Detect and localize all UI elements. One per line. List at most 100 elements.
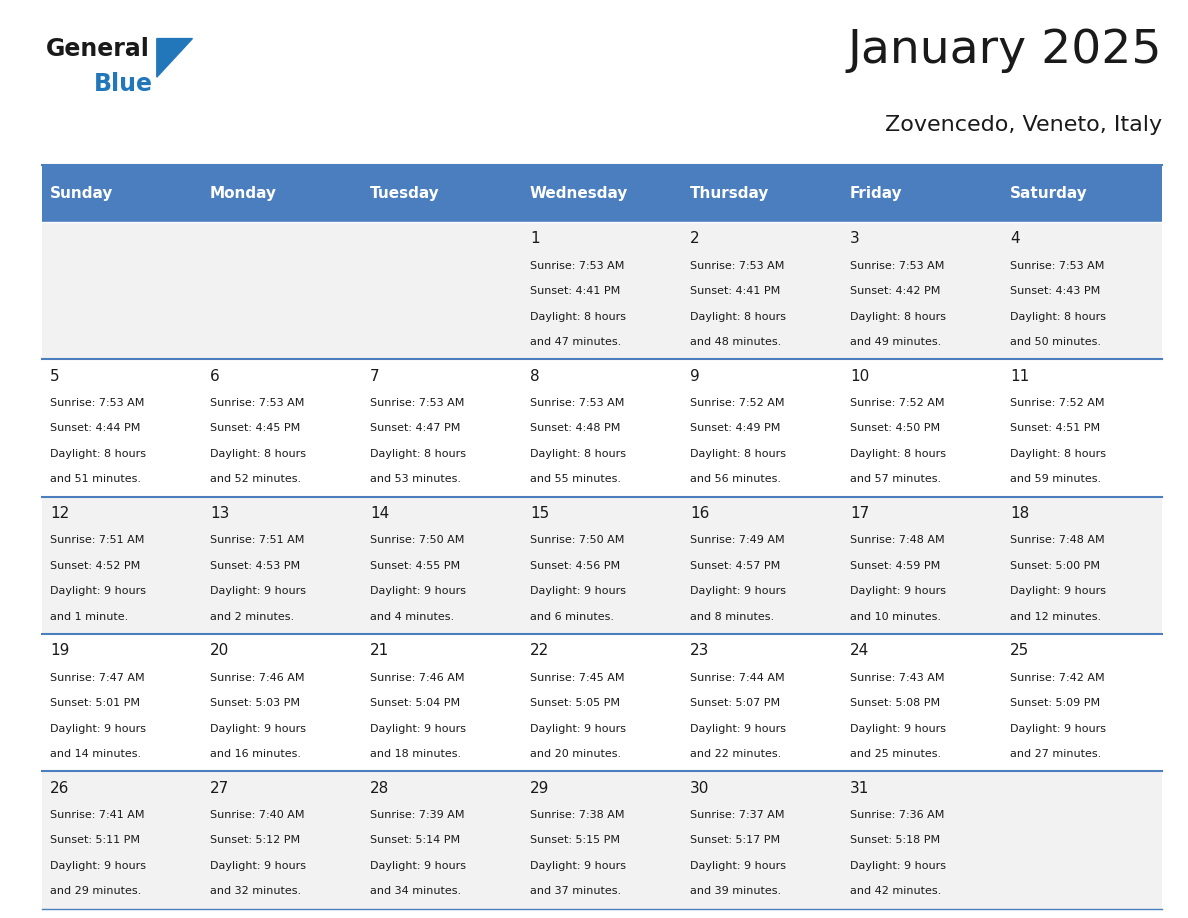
Text: 28: 28: [369, 780, 390, 796]
Text: Sunset: 4:56 PM: Sunset: 4:56 PM: [530, 561, 620, 571]
Text: and 20 minutes.: and 20 minutes.: [530, 749, 621, 759]
Text: Sunrise: 7:41 AM: Sunrise: 7:41 AM: [50, 810, 145, 820]
Text: and 4 minutes.: and 4 minutes.: [369, 611, 454, 621]
Text: Sunrise: 7:50 AM: Sunrise: 7:50 AM: [369, 535, 465, 545]
Text: Sunrise: 7:46 AM: Sunrise: 7:46 AM: [210, 673, 304, 683]
Bar: [682, 165, 842, 222]
Bar: [842, 165, 1001, 222]
Text: 31: 31: [851, 780, 870, 796]
Bar: [361, 634, 522, 771]
Text: Sunset: 4:44 PM: Sunset: 4:44 PM: [50, 423, 140, 433]
Text: and 57 minutes.: and 57 minutes.: [851, 475, 941, 485]
Text: and 12 minutes.: and 12 minutes.: [1010, 611, 1101, 621]
Text: 16: 16: [690, 506, 709, 521]
Text: Daylight: 9 hours: Daylight: 9 hours: [530, 587, 626, 596]
Text: Sunrise: 7:53 AM: Sunrise: 7:53 AM: [690, 261, 784, 271]
Text: Daylight: 8 hours: Daylight: 8 hours: [690, 449, 786, 459]
Text: and 59 minutes.: and 59 minutes.: [1010, 475, 1101, 485]
Text: Sunset: 4:50 PM: Sunset: 4:50 PM: [851, 423, 940, 433]
Text: Daylight: 9 hours: Daylight: 9 hours: [210, 861, 307, 871]
Text: and 34 minutes.: and 34 minutes.: [369, 886, 461, 896]
Text: and 14 minutes.: and 14 minutes.: [50, 749, 141, 759]
Text: and 8 minutes.: and 8 minutes.: [690, 611, 775, 621]
Bar: [522, 222, 682, 360]
Text: Sunrise: 7:36 AM: Sunrise: 7:36 AM: [851, 810, 944, 820]
Text: Sunset: 5:03 PM: Sunset: 5:03 PM: [210, 698, 299, 708]
Text: Friday: Friday: [851, 186, 903, 201]
Text: 6: 6: [210, 369, 220, 384]
Text: Daylight: 9 hours: Daylight: 9 hours: [50, 587, 146, 596]
Text: Sunrise: 7:48 AM: Sunrise: 7:48 AM: [1010, 535, 1105, 545]
Bar: [682, 222, 842, 360]
Text: 1: 1: [530, 231, 539, 246]
Bar: [842, 771, 1001, 909]
Bar: [1001, 771, 1162, 909]
Text: Sunset: 4:45 PM: Sunset: 4:45 PM: [210, 423, 301, 433]
Bar: [1001, 360, 1162, 497]
Text: 14: 14: [369, 506, 390, 521]
Text: Sunset: 4:52 PM: Sunset: 4:52 PM: [50, 561, 140, 571]
Text: Sunset: 5:09 PM: Sunset: 5:09 PM: [1010, 698, 1100, 708]
Bar: [522, 634, 682, 771]
Text: Sunrise: 7:40 AM: Sunrise: 7:40 AM: [210, 810, 304, 820]
Text: Wednesday: Wednesday: [530, 186, 628, 201]
Text: 7: 7: [369, 369, 380, 384]
Text: Daylight: 8 hours: Daylight: 8 hours: [1010, 449, 1106, 459]
Text: Sunset: 4:51 PM: Sunset: 4:51 PM: [1010, 423, 1100, 433]
Text: 20: 20: [210, 644, 229, 658]
Bar: [202, 222, 361, 360]
Text: 4: 4: [1010, 231, 1019, 246]
Text: Sunrise: 7:44 AM: Sunrise: 7:44 AM: [690, 673, 785, 683]
Text: 17: 17: [851, 506, 870, 521]
Text: Sunrise: 7:48 AM: Sunrise: 7:48 AM: [851, 535, 944, 545]
Bar: [202, 360, 361, 497]
Text: and 32 minutes.: and 32 minutes.: [210, 886, 301, 896]
Text: Sunset: 4:53 PM: Sunset: 4:53 PM: [210, 561, 301, 571]
Bar: [42, 222, 202, 360]
Text: Sunset: 5:04 PM: Sunset: 5:04 PM: [369, 698, 460, 708]
Text: Sunrise: 7:38 AM: Sunrise: 7:38 AM: [530, 810, 625, 820]
Text: Sunset: 4:41 PM: Sunset: 4:41 PM: [690, 286, 781, 297]
Text: 9: 9: [690, 369, 700, 384]
Text: 29: 29: [530, 780, 549, 796]
Text: Sunrise: 7:50 AM: Sunrise: 7:50 AM: [530, 535, 625, 545]
Text: and 22 minutes.: and 22 minutes.: [690, 749, 782, 759]
Text: Daylight: 9 hours: Daylight: 9 hours: [690, 723, 786, 733]
Text: Sunrise: 7:52 AM: Sunrise: 7:52 AM: [851, 398, 944, 408]
Text: January 2025: January 2025: [847, 28, 1162, 73]
Text: Sunset: 5:05 PM: Sunset: 5:05 PM: [530, 698, 620, 708]
Text: 12: 12: [50, 506, 69, 521]
Text: Zovencedo, Veneto, Italy: Zovencedo, Veneto, Italy: [885, 115, 1162, 135]
Text: Sunrise: 7:42 AM: Sunrise: 7:42 AM: [1010, 673, 1105, 683]
Text: and 42 minutes.: and 42 minutes.: [851, 886, 941, 896]
Text: 22: 22: [530, 644, 549, 658]
Text: Sunset: 4:48 PM: Sunset: 4:48 PM: [530, 423, 620, 433]
Bar: [361, 360, 522, 497]
Text: Sunrise: 7:53 AM: Sunrise: 7:53 AM: [851, 261, 944, 271]
Bar: [42, 165, 202, 222]
Text: Daylight: 9 hours: Daylight: 9 hours: [50, 861, 146, 871]
Bar: [202, 771, 361, 909]
Text: Sunrise: 7:47 AM: Sunrise: 7:47 AM: [50, 673, 145, 683]
Text: and 1 minute.: and 1 minute.: [50, 611, 128, 621]
Text: and 27 minutes.: and 27 minutes.: [1010, 749, 1101, 759]
Bar: [522, 771, 682, 909]
Text: Sunset: 4:43 PM: Sunset: 4:43 PM: [1010, 286, 1100, 297]
Text: Daylight: 9 hours: Daylight: 9 hours: [851, 861, 946, 871]
Text: Daylight: 8 hours: Daylight: 8 hours: [851, 449, 946, 459]
Text: Daylight: 9 hours: Daylight: 9 hours: [50, 723, 146, 733]
Bar: [1001, 165, 1162, 222]
Text: Sunset: 4:55 PM: Sunset: 4:55 PM: [369, 561, 460, 571]
Text: Sunrise: 7:52 AM: Sunrise: 7:52 AM: [690, 398, 784, 408]
Bar: [682, 360, 842, 497]
Text: 23: 23: [690, 644, 709, 658]
Text: 24: 24: [851, 644, 870, 658]
Text: Sunrise: 7:53 AM: Sunrise: 7:53 AM: [1010, 261, 1105, 271]
Bar: [361, 771, 522, 909]
Text: 27: 27: [210, 780, 229, 796]
Text: Sunset: 5:17 PM: Sunset: 5:17 PM: [690, 835, 781, 845]
Text: 11: 11: [1010, 369, 1029, 384]
Text: and 52 minutes.: and 52 minutes.: [210, 475, 301, 485]
Text: Sunset: 4:59 PM: Sunset: 4:59 PM: [851, 561, 941, 571]
Text: Sunrise: 7:45 AM: Sunrise: 7:45 AM: [530, 673, 625, 683]
